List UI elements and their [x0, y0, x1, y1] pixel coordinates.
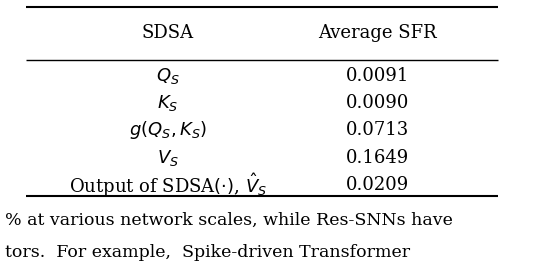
Text: $K_S$: $K_S$: [157, 93, 178, 113]
Text: $Q_S$: $Q_S$: [156, 66, 180, 86]
Text: % at various network scales, while Res-SNNs have: % at various network scales, while Res-S…: [6, 212, 453, 229]
Text: 0.0090: 0.0090: [345, 94, 409, 112]
Text: 0.0713: 0.0713: [346, 121, 409, 139]
Text: 0.0209: 0.0209: [346, 176, 409, 194]
Text: $g(Q_S, K_S)$: $g(Q_S, K_S)$: [129, 119, 207, 142]
Text: $V_S$: $V_S$: [157, 148, 179, 168]
Text: 0.1649: 0.1649: [346, 148, 409, 167]
Text: Average SFR: Average SFR: [318, 24, 437, 42]
Text: SDSA: SDSA: [142, 24, 194, 42]
Text: tors.  For example,  Spike-driven Transformer: tors. For example, Spike-driven Transfor…: [6, 244, 410, 261]
Text: Output of SDSA$(\cdot)$, $\hat{V}_S$: Output of SDSA$(\cdot)$, $\hat{V}_S$: [69, 171, 267, 198]
Text: 0.0091: 0.0091: [345, 67, 409, 85]
